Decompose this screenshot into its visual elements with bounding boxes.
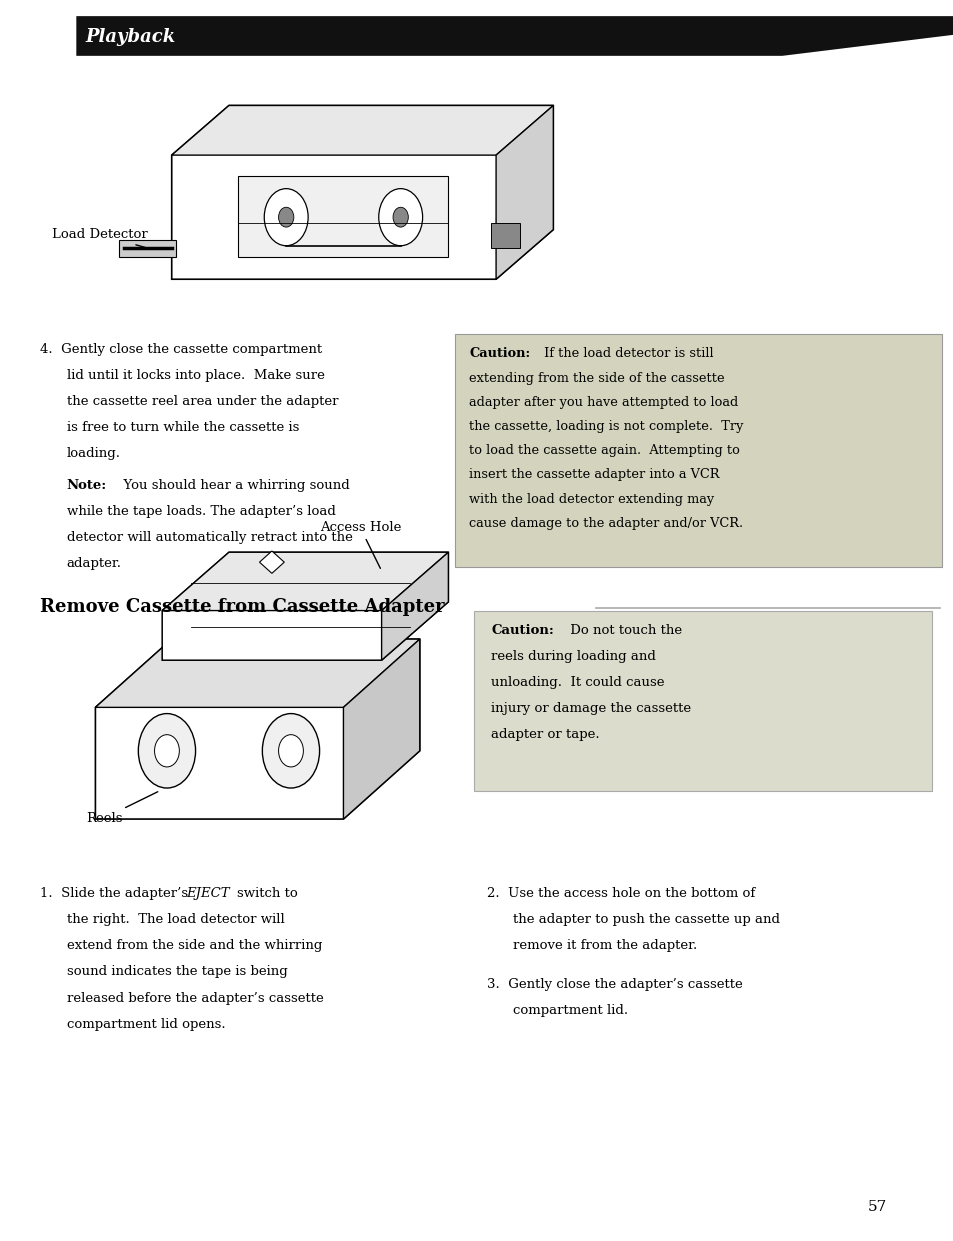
Text: Do not touch the: Do not touch the xyxy=(565,624,681,637)
Text: adapter or tape.: adapter or tape. xyxy=(491,728,599,741)
Text: 4.  Gently close the cassette compartment: 4. Gently close the cassette compartment xyxy=(40,343,322,355)
FancyBboxPatch shape xyxy=(474,611,931,791)
Text: extending from the side of the cassette: extending from the side of the cassette xyxy=(469,372,724,385)
Text: 57: 57 xyxy=(867,1200,886,1214)
Text: EJECT: EJECT xyxy=(186,887,230,900)
Circle shape xyxy=(278,735,303,767)
Polygon shape xyxy=(162,552,448,611)
Circle shape xyxy=(278,207,294,227)
Text: lid until it locks into place.  Make sure: lid until it locks into place. Make sure xyxy=(67,369,324,381)
Text: switch to: switch to xyxy=(236,887,297,900)
Text: Caution:: Caution: xyxy=(491,624,554,637)
Polygon shape xyxy=(95,639,419,707)
Text: Remove Cassette from Cassette Adapter: Remove Cassette from Cassette Adapter xyxy=(40,598,444,617)
Text: Reels: Reels xyxy=(86,792,157,824)
Text: Caution:: Caution: xyxy=(469,347,530,360)
Text: Access Hole: Access Hole xyxy=(319,521,400,568)
Text: You should hear a whirring sound: You should hear a whirring sound xyxy=(115,479,350,491)
Text: the adapter to push the cassette up and: the adapter to push the cassette up and xyxy=(513,913,780,926)
Text: cause damage to the adapter and/or VCR.: cause damage to the adapter and/or VCR. xyxy=(469,517,742,530)
Text: the right.  The load detector will: the right. The load detector will xyxy=(67,913,284,926)
Text: unloading.  It could cause: unloading. It could cause xyxy=(491,676,664,689)
Polygon shape xyxy=(491,223,519,248)
Text: to load the cassette again.  Attempting to: to load the cassette again. Attempting t… xyxy=(469,444,740,457)
Text: Load Detector: Load Detector xyxy=(52,228,148,247)
Polygon shape xyxy=(119,240,176,257)
Circle shape xyxy=(138,714,195,788)
Text: compartment lid.: compartment lid. xyxy=(513,1004,628,1016)
Text: 3.  Gently close the adapter’s cassette: 3. Gently close the adapter’s cassette xyxy=(486,978,741,990)
Polygon shape xyxy=(343,639,419,819)
Text: Note:: Note: xyxy=(67,479,107,491)
Text: sound indicates the tape is being: sound indicates the tape is being xyxy=(67,965,287,978)
Text: while the tape loads. The adapter’s load: while the tape loads. The adapter’s load xyxy=(67,505,335,517)
Polygon shape xyxy=(496,105,553,279)
Circle shape xyxy=(393,207,408,227)
Polygon shape xyxy=(259,551,284,573)
Polygon shape xyxy=(76,16,953,56)
Text: adapter.: adapter. xyxy=(67,557,122,570)
Text: is free to turn while the cassette is: is free to turn while the cassette is xyxy=(67,421,299,433)
Text: remove it from the adapter.: remove it from the adapter. xyxy=(513,939,697,952)
Text: 2.  Use the access hole on the bottom of: 2. Use the access hole on the bottom of xyxy=(486,887,754,900)
Text: loading.: loading. xyxy=(67,447,121,459)
Circle shape xyxy=(262,714,319,788)
Polygon shape xyxy=(172,105,553,279)
Text: 1.  Slide the adapter’s: 1. Slide the adapter’s xyxy=(40,887,188,900)
Polygon shape xyxy=(162,552,448,660)
Polygon shape xyxy=(381,552,448,660)
Text: compartment lid opens.: compartment lid opens. xyxy=(67,1018,225,1030)
Text: If the load detector is still: If the load detector is still xyxy=(539,347,713,360)
Polygon shape xyxy=(172,105,553,155)
Polygon shape xyxy=(95,639,419,819)
Text: Playback: Playback xyxy=(86,29,176,46)
Text: injury or damage the cassette: injury or damage the cassette xyxy=(491,702,691,715)
Text: released before the adapter’s cassette: released before the adapter’s cassette xyxy=(67,992,323,1004)
Text: with the load detector extending may: with the load detector extending may xyxy=(469,493,714,505)
Text: extend from the side and the whirring: extend from the side and the whirring xyxy=(67,939,322,952)
Polygon shape xyxy=(238,176,448,257)
Text: insert the cassette adapter into a VCR: insert the cassette adapter into a VCR xyxy=(469,469,720,482)
FancyBboxPatch shape xyxy=(455,334,941,567)
Circle shape xyxy=(154,735,179,767)
Text: the cassette reel area under the adapter: the cassette reel area under the adapter xyxy=(67,395,338,407)
Circle shape xyxy=(378,189,422,246)
Text: reels during loading and: reels during loading and xyxy=(491,650,656,663)
Circle shape xyxy=(264,189,308,246)
Text: adapter after you have attempted to load: adapter after you have attempted to load xyxy=(469,396,738,408)
Text: the cassette, loading is not complete.  Try: the cassette, loading is not complete. T… xyxy=(469,421,743,433)
Text: detector will automatically retract into the: detector will automatically retract into… xyxy=(67,531,353,544)
